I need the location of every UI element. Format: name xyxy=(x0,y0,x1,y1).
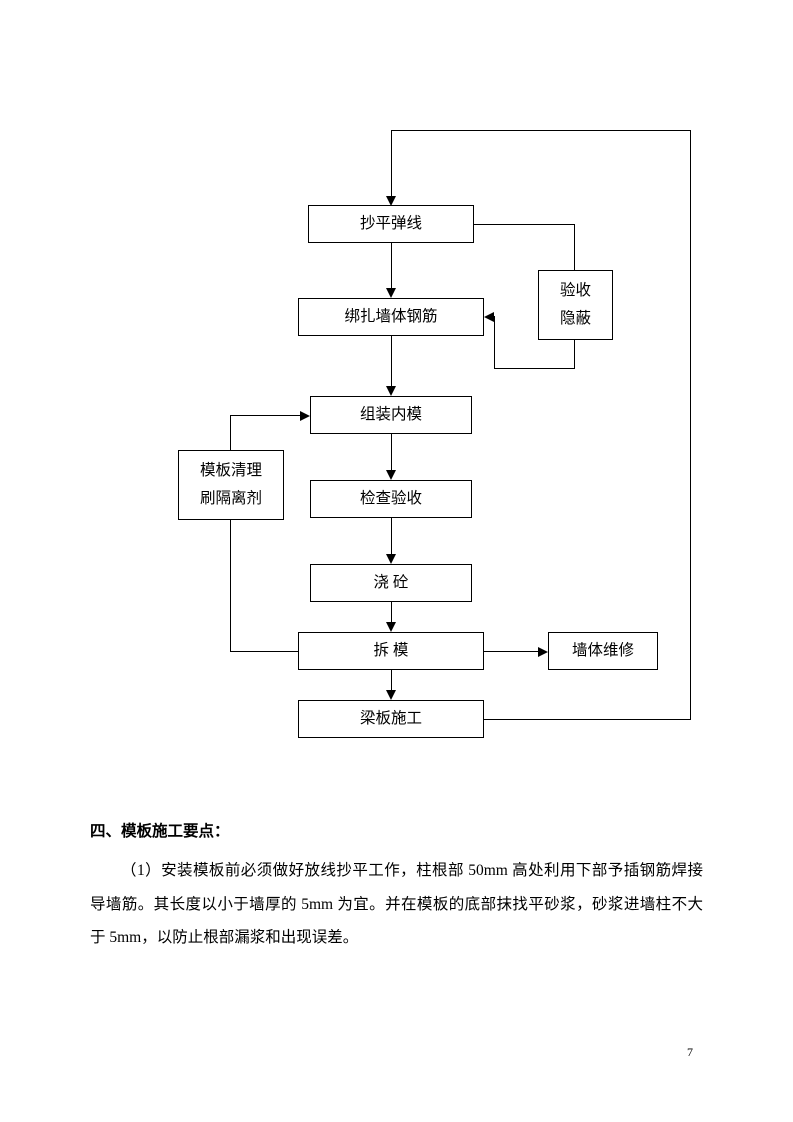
flowchart-node-clean: 模板清理 刷隔离剂 xyxy=(178,450,284,520)
arrow-icon xyxy=(386,622,396,632)
text-section: 四、模板施工要点： （1）安装模板前必须做好放线抄平工作，柱根部 50mm 高处… xyxy=(90,815,703,954)
edge-line xyxy=(391,243,392,290)
paragraph: （1）安装模板前必须做好放线抄平工作，柱根部 50mm 高处利用下部予插钢筋焊接… xyxy=(90,854,703,954)
node-label: 梁板施工 xyxy=(360,705,422,733)
arrow-icon xyxy=(386,386,396,396)
edge-line xyxy=(391,518,392,556)
edge-line xyxy=(474,224,574,225)
flowchart-node-repair: 墙体维修 xyxy=(548,632,658,670)
node-label: 组装内模 xyxy=(360,401,422,429)
edge-line xyxy=(574,224,575,270)
edge-line xyxy=(494,368,575,369)
edge-line xyxy=(230,520,231,652)
flowchart-node: 检查验收 xyxy=(310,480,472,518)
page-number: 7 xyxy=(687,1045,693,1060)
arrow-icon xyxy=(386,470,396,480)
node-label: 墙体维修 xyxy=(572,637,634,665)
edge-line xyxy=(391,130,392,198)
node-label: 模板清理 xyxy=(200,457,262,485)
flowchart-node: 抄平弹线 xyxy=(308,205,474,243)
node-label: 隐蔽 xyxy=(560,305,591,333)
edge-line xyxy=(690,130,691,720)
node-label: 验收 xyxy=(560,277,591,305)
edge-line xyxy=(484,651,540,652)
arrow-icon xyxy=(386,554,396,564)
edge-line xyxy=(391,130,691,131)
edge-line xyxy=(391,336,392,388)
flowchart-diagram: 抄平弹线 验收 隐蔽 绑扎墙体钢筋 组装内模 检查验收 浇 砼 拆 xyxy=(0,120,793,800)
edge-line xyxy=(391,602,392,624)
flowchart-node: 浇 砼 xyxy=(310,564,472,602)
edge-line xyxy=(484,719,691,720)
edge-line xyxy=(494,316,495,369)
edge-line xyxy=(574,340,575,368)
edge-line xyxy=(230,415,302,416)
edge-line xyxy=(230,651,298,652)
node-label: 抄平弹线 xyxy=(360,210,422,238)
node-label: 绑扎墙体钢筋 xyxy=(344,303,437,331)
edge-line xyxy=(230,415,231,450)
section-heading: 四、模板施工要点： xyxy=(90,815,703,848)
node-label: 拆 模 xyxy=(374,637,409,665)
arrow-icon xyxy=(538,647,548,657)
arrow-icon xyxy=(386,690,396,700)
flowchart-node: 拆 模 xyxy=(298,632,484,670)
arrow-icon xyxy=(300,411,310,421)
edge-line xyxy=(391,434,392,472)
flowchart-node: 组装内模 xyxy=(310,396,472,434)
arrow-icon xyxy=(484,312,494,322)
node-label: 刷隔离剂 xyxy=(200,485,262,513)
node-label: 检查验收 xyxy=(360,485,422,513)
arrow-icon xyxy=(386,288,396,298)
node-label: 浇 砼 xyxy=(374,569,409,597)
edge-line xyxy=(391,670,392,692)
flowchart-node: 梁板施工 xyxy=(298,700,484,738)
flowchart-node-accept: 验收 隐蔽 xyxy=(538,270,613,340)
flowchart-node: 绑扎墙体钢筋 xyxy=(298,298,484,336)
